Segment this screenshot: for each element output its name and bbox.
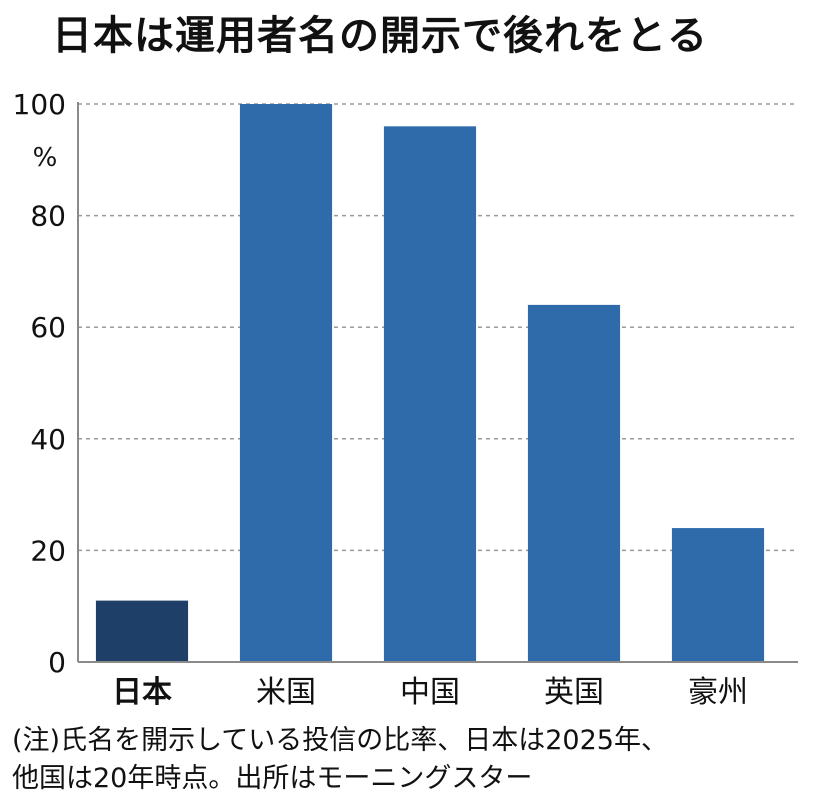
bar-chart: 0 20 40 60 80 100% 日本 米国 中国 英国 豪州 <box>13 88 798 710</box>
y-tick-label-80: 80 <box>30 200 66 233</box>
bar-0 <box>95 600 189 662</box>
label-layer: 0 20 40 60 80 100% 日本 米国 中国 英国 豪州 <box>13 88 748 710</box>
axis-layer <box>77 102 798 663</box>
x-tick-label-2: 中国 <box>400 675 460 710</box>
y-tick-label-0: 0 <box>48 646 66 679</box>
y-tick-label-20: 20 <box>30 534 66 567</box>
x-tick-label-0: 日本 <box>112 675 172 710</box>
x-tick-label-1: 米国 <box>256 675 316 710</box>
bar-4 <box>671 528 765 662</box>
footnote: (注)氏名を開示している投信の比率、日本は2025年、 他国は20年時点。出所は… <box>12 725 668 794</box>
y-tick-label-40: 40 <box>30 423 66 456</box>
chart-title: 日本は運用者名の開示で後れをとる <box>52 13 708 59</box>
x-tick-label-4: 豪州 <box>688 675 748 710</box>
y-tick-label-60: 60 <box>30 311 66 344</box>
bar-1 <box>239 104 333 662</box>
x-tick-label-3: 英国 <box>544 675 604 710</box>
y-tick-label-100: 100 <box>13 88 66 121</box>
bar-3 <box>527 304 621 662</box>
y-unit-label: % <box>33 143 58 173</box>
bar-2 <box>383 126 477 662</box>
bar-layer <box>95 104 765 662</box>
